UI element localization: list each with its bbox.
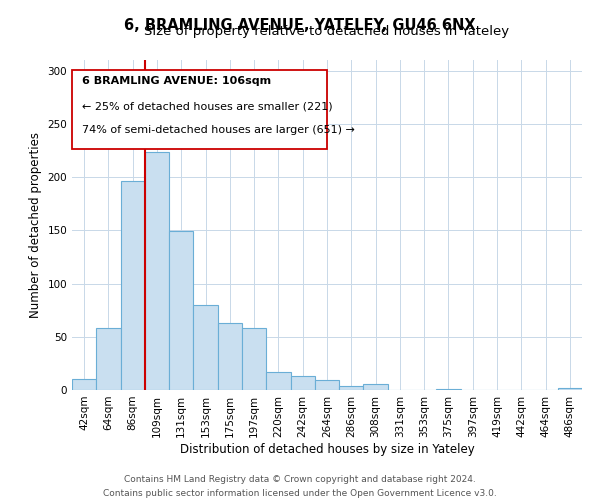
Bar xyxy=(436,389,461,390)
Bar xyxy=(242,328,266,390)
Bar xyxy=(364,384,388,390)
Bar xyxy=(169,232,193,390)
Bar xyxy=(96,328,121,390)
Bar xyxy=(193,305,218,390)
Title: Size of property relative to detached houses in Yateley: Size of property relative to detached ho… xyxy=(145,25,509,38)
FancyBboxPatch shape xyxy=(72,70,327,149)
Text: Contains HM Land Registry data © Crown copyright and database right 2024.
Contai: Contains HM Land Registry data © Crown c… xyxy=(103,476,497,498)
Bar xyxy=(339,386,364,390)
Bar xyxy=(315,380,339,390)
Bar xyxy=(145,152,169,390)
Bar xyxy=(218,323,242,390)
Bar xyxy=(72,380,96,390)
Bar xyxy=(290,376,315,390)
Text: ← 25% of detached houses are smaller (221): ← 25% of detached houses are smaller (22… xyxy=(82,101,333,112)
Bar xyxy=(558,388,582,390)
Text: 74% of semi-detached houses are larger (651) →: 74% of semi-detached houses are larger (… xyxy=(82,126,355,136)
Bar xyxy=(121,182,145,390)
X-axis label: Distribution of detached houses by size in Yateley: Distribution of detached houses by size … xyxy=(179,442,475,456)
Y-axis label: Number of detached properties: Number of detached properties xyxy=(29,132,42,318)
Text: 6, BRAMLING AVENUE, YATELEY, GU46 6NX: 6, BRAMLING AVENUE, YATELEY, GU46 6NX xyxy=(124,18,476,32)
Text: 6 BRAMLING AVENUE: 106sqm: 6 BRAMLING AVENUE: 106sqm xyxy=(82,76,271,86)
Bar xyxy=(266,372,290,390)
